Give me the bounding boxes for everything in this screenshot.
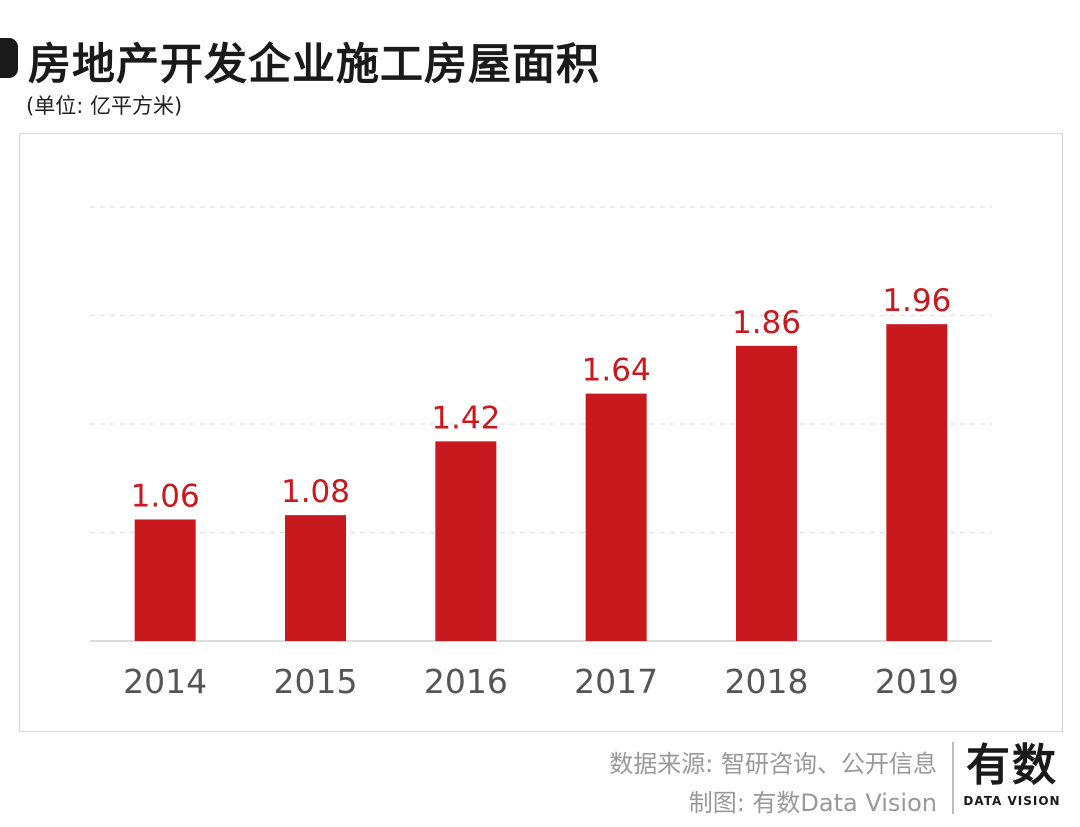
x-tick-label-2017: 2017 bbox=[574, 662, 658, 701]
bar-2018 bbox=[736, 345, 797, 641]
footer-divider bbox=[952, 742, 954, 814]
x-tick-label-2019: 2019 bbox=[875, 662, 959, 701]
value-label-2019: 1.96 bbox=[882, 283, 951, 319]
value-label-2014: 1.06 bbox=[131, 478, 200, 514]
x-tick-label-2014: 2014 bbox=[123, 662, 207, 701]
bar-2019 bbox=[886, 324, 948, 641]
bar-2014 bbox=[134, 519, 196, 641]
brand-logo: 有数 DATA VISION bbox=[962, 740, 1062, 808]
bar-2016 bbox=[435, 441, 497, 641]
value-label-2015: 1.08 bbox=[281, 474, 350, 510]
data-source: 数据来源: 智研咨询、公开信息 bbox=[609, 750, 937, 778]
bar-2015 bbox=[285, 515, 346, 641]
chart-panel: 1.06 2014 1.08 2015 1.42 2016 1.64 2017 1.86 2018… bbox=[19, 133, 1063, 732]
value-label-2018: 1.86 bbox=[732, 305, 801, 341]
logo-chinese-text: 有数 bbox=[966, 740, 1058, 791]
bar-chart: 1.06 2014 1.08 2015 1.42 2016 1.64 2017 1.86 2018… bbox=[90, 206, 992, 701]
bar-2017 bbox=[585, 393, 647, 641]
unit-label: (单位: 亿平方米) bbox=[26, 94, 183, 118]
x-tick-label-2016: 2016 bbox=[424, 662, 508, 701]
chart-credit: 制图: 有数Data Vision bbox=[688, 789, 937, 817]
value-label-2016: 1.42 bbox=[431, 400, 500, 436]
x-tick-label-2015: 2015 bbox=[274, 662, 358, 701]
x-tick-label-2018: 2018 bbox=[725, 662, 809, 701]
title-accent-bar bbox=[0, 38, 18, 78]
value-label-2017: 1.64 bbox=[582, 353, 651, 389]
chart-title: 房地产开发企业施工房屋面积 bbox=[28, 40, 600, 90]
logo-english-text: DATA VISION bbox=[963, 794, 1061, 808]
